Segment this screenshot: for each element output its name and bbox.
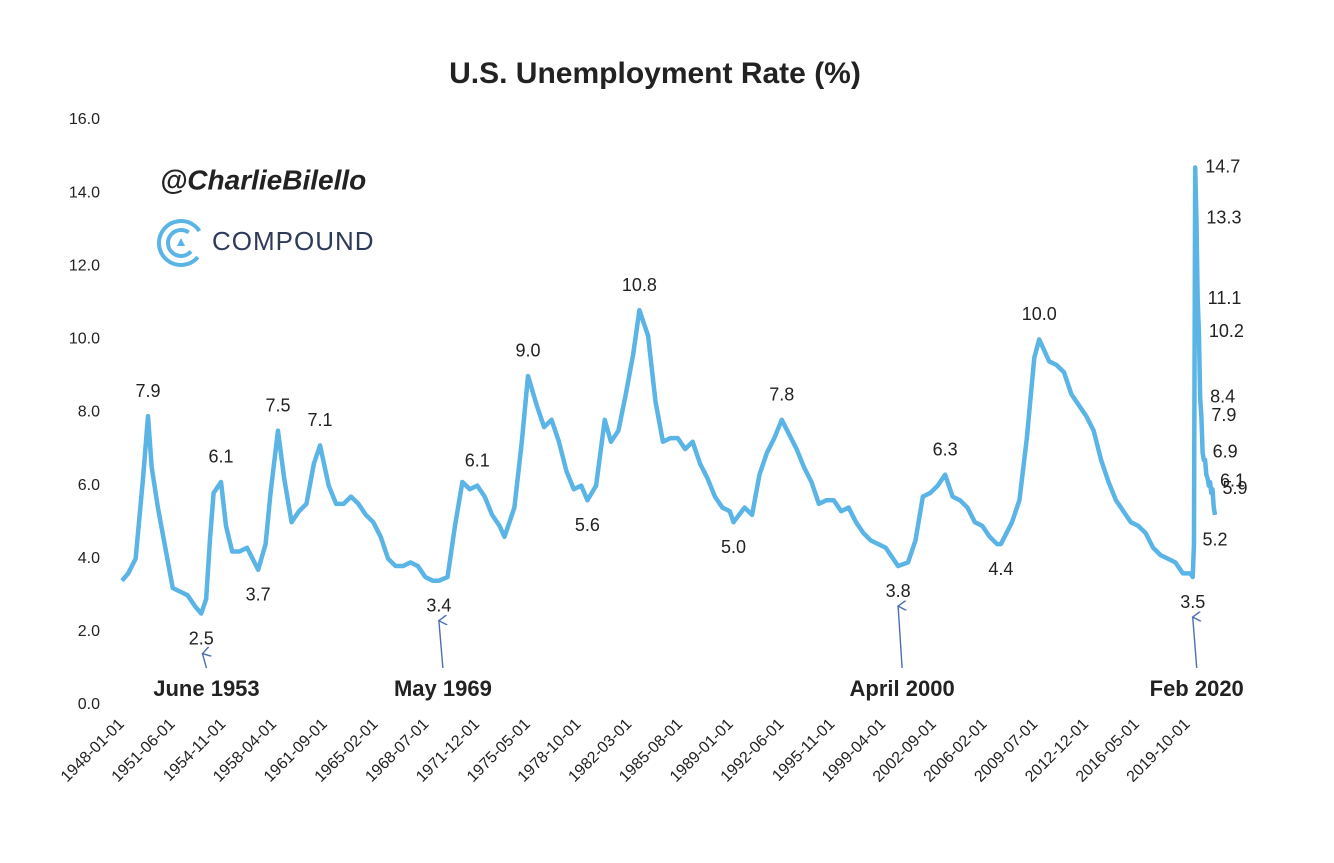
data-label: 5.0 <box>721 537 746 557</box>
callout: May 1969 <box>394 676 492 701</box>
data-label: 7.9 <box>135 381 160 401</box>
data-label: 3.7 <box>246 584 271 604</box>
data-label: 9.0 <box>515 341 540 361</box>
watermark-brand: COMPOUND <box>212 226 375 256</box>
data-label: 6.1 <box>209 447 234 467</box>
callout-arrow <box>202 654 206 669</box>
data-label: 14.7 <box>1205 156 1240 176</box>
callout-arrow <box>898 606 902 669</box>
data-label: 3.5 <box>1180 592 1205 612</box>
data-label: 2.5 <box>189 628 214 648</box>
y-tick-label: 4.0 <box>78 550 100 567</box>
watermark-handle: @CharlieBilello <box>160 164 366 195</box>
data-label: 7.1 <box>308 410 333 430</box>
data-label: 10.8 <box>622 275 657 295</box>
y-tick-label: 6.0 <box>78 477 100 494</box>
y-tick-label: 8.0 <box>78 404 100 421</box>
y-tick-label: 2.0 <box>78 623 100 640</box>
data-label: 5.2 <box>1202 530 1227 550</box>
data-label: 5.9 <box>1223 478 1248 498</box>
data-label: 6.1 <box>1220 471 1245 491</box>
y-tick-label: 10.0 <box>69 331 100 348</box>
data-label: 3.8 <box>886 581 911 601</box>
y-tick-label: 0.0 <box>78 696 100 713</box>
callout: April 2000 <box>850 676 955 701</box>
data-label: 3.4 <box>426 595 451 615</box>
data-label: 5.6 <box>575 515 600 535</box>
chart-title: U.S. Unemployment Rate (%) <box>449 57 861 90</box>
data-label: 4.4 <box>988 559 1013 579</box>
data-line <box>120 165 1218 616</box>
data-label: 6.1 <box>465 450 490 470</box>
y-tick-label: 16.0 <box>69 111 100 128</box>
y-tick-label: 12.0 <box>69 257 100 274</box>
data-label: 6.3 <box>933 439 958 459</box>
data-label: 7.5 <box>265 396 290 416</box>
logo <box>157 219 205 267</box>
data-label: 11.1 <box>1208 288 1242 308</box>
data-label: 6.9 <box>1213 441 1238 461</box>
callout: Feb 2020 <box>1150 676 1244 701</box>
data-label: 10.0 <box>1022 304 1057 324</box>
callout: June 1953 <box>153 676 259 701</box>
data-label: 13.3 <box>1206 207 1241 227</box>
data-label: 7.9 <box>1211 405 1236 425</box>
callout-arrow <box>439 621 443 669</box>
callout-arrow <box>1193 617 1197 669</box>
data-label: 8.4 <box>1210 387 1235 407</box>
data-label: 10.2 <box>1209 321 1244 341</box>
y-tick-label: 14.0 <box>69 184 100 201</box>
data-label: 7.8 <box>769 385 794 405</box>
